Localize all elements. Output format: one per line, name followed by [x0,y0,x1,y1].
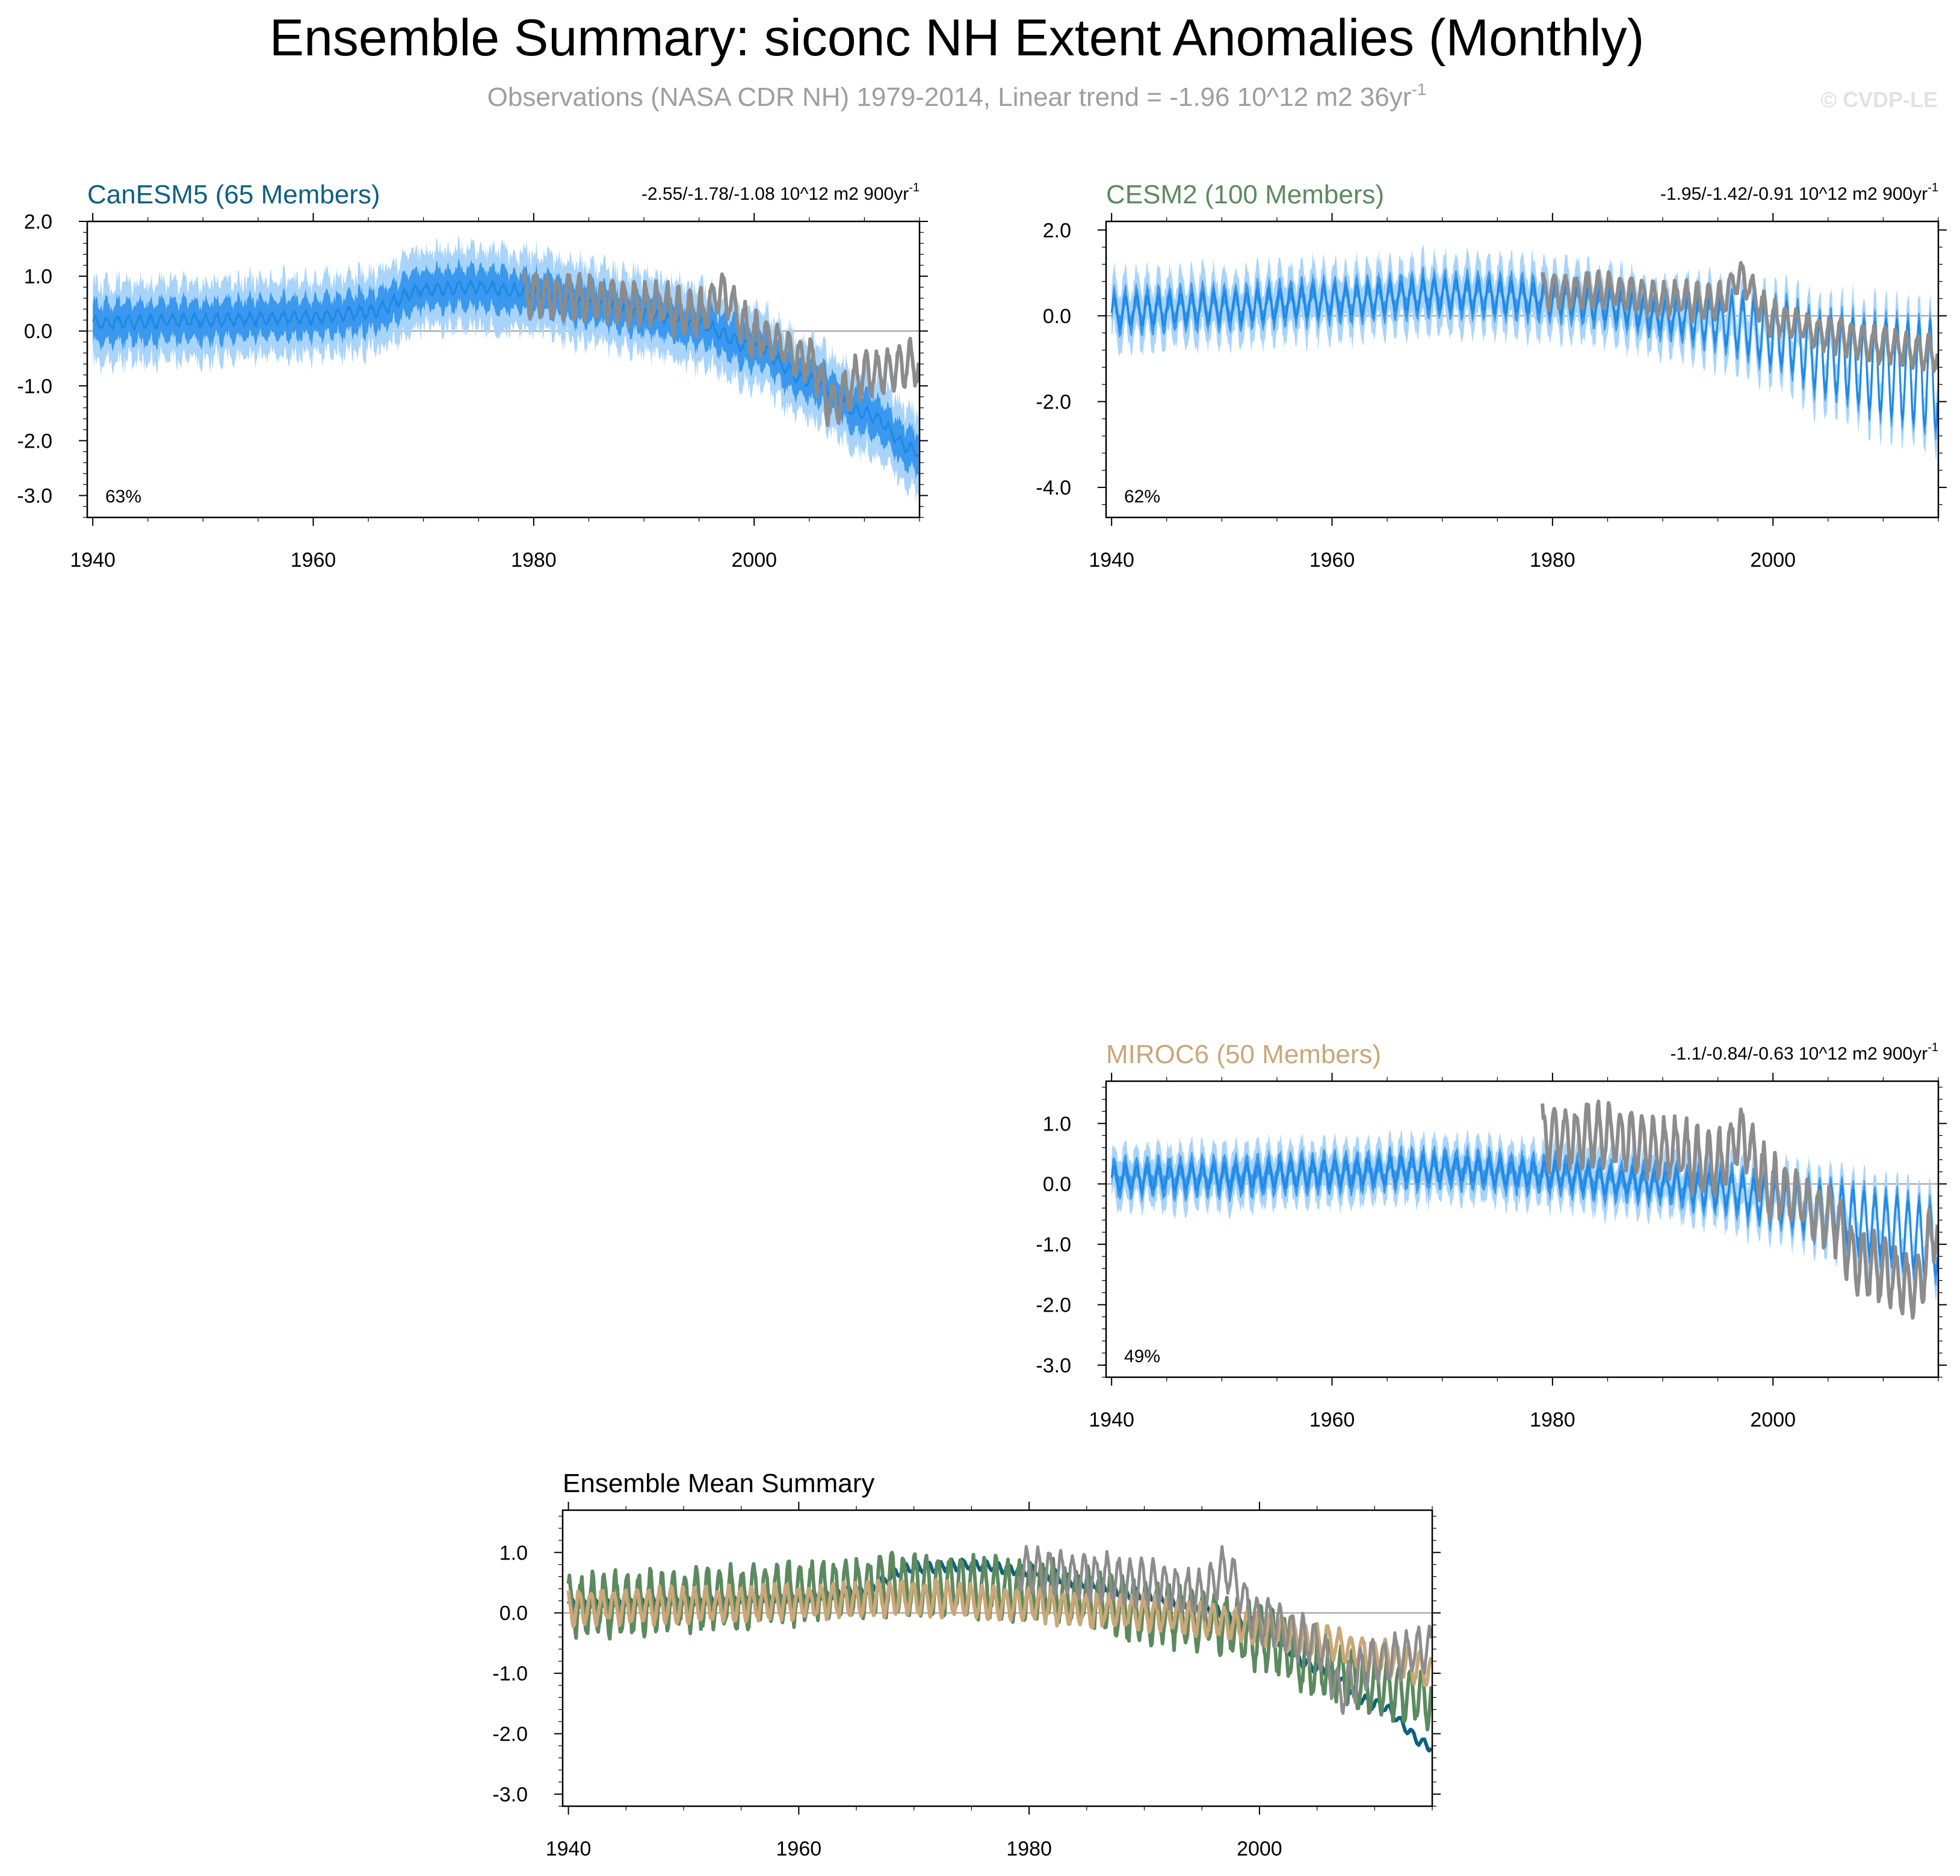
observations-line [1541,261,1938,374]
x-tick-label: 1940 [70,549,116,572]
y-tick-label: -4.0 [1036,477,1071,499]
panel-title-summary: Ensemble Mean Summary [563,1469,874,1498]
plot-frame [1105,1080,1940,1378]
figure-subtitle: Observations (NASA CDR NH) 1979-2014, Li… [487,80,1427,112]
y-tick-label: 1.0 [1043,1112,1071,1135]
y-tick-label: 2.0 [1043,219,1071,242]
percent-label-cesm2: 62% [1124,487,1160,507]
x-tick-label: 1980 [511,549,557,572]
panel-title-miroc6: MIROC6 (50 Members) [1106,1040,1381,1069]
ensemble-outer-band [1111,244,1938,460]
plot-frame [561,1509,1433,1807]
x-tick-label: 1940 [1089,1409,1134,1431]
y-tick-label: 2.0 [24,211,52,233]
percent-label-miroc6: 49% [1124,1347,1160,1366]
panel-miroc6: MIROC6 (50 Members) -1.1/-0.84/-0.63 10^1… [1036,1040,1947,1431]
watermark: © CVDP-LE [1820,87,1938,112]
percent-label-canesm5: 63% [105,487,141,507]
plot-area-miroc6 [1106,1099,1938,1320]
x-tick-label: 1960 [1309,549,1355,572]
trend-label-canesm5: -2.55/-1.78/-1.08 10^12 m2 900yr-1 [641,181,920,204]
figure-title: Ensemble Summary: siconc NH Extent Anoma… [270,9,1645,67]
ensemble-inner-band [93,258,919,480]
series-line-miroc6 [566,1578,1432,1687]
x-tick-label: 2000 [1750,549,1796,572]
ensemble-inner-band [1111,265,1938,442]
y-tick-label: -3.0 [492,1783,528,1806]
x-tick-label: 2000 [1750,1409,1796,1431]
y-tick-label: -3.0 [17,485,52,508]
x-tick-label: 1940 [1089,549,1134,572]
panel-title-cesm2: CESM2 (100 Members) [1106,180,1384,209]
panel-title-canesm5: CanESM5 (65 Members) [87,180,380,209]
panel-cesm2: CESM2 (100 Members) -1.95/-1.42/-0.91 10^… [1036,180,1947,572]
y-tick-label: -2.0 [492,1723,528,1746]
x-tick-label: 1980 [1530,1409,1575,1431]
y-tick-label: 0.0 [24,320,52,343]
x-tick-label: 1960 [1309,1409,1355,1431]
y-tick-label: 0.0 [499,1602,528,1625]
panel-summary: Ensemble Mean Summary 1.0 0.0 -1.0 -2.0 -3.0 1… [492,1469,1441,1860]
y-tick-label: -2.0 [1036,390,1071,413]
trend-label-miroc6: -1.1/-0.84/-0.63 10^12 m2 900yr-1 [1671,1041,1938,1064]
x-tick-label: 2000 [1237,1837,1282,1860]
plot-frame [86,220,921,519]
x-tick-label: 1940 [546,1837,592,1860]
y-tick-label: 1.0 [24,265,52,288]
y-tick-label: 0.0 [1043,1173,1071,1196]
y-tick-label: -3.0 [1036,1354,1071,1377]
y-tick-label: -2.0 [17,430,52,452]
plot-area-canesm5 [87,234,920,504]
y-tick-label: -1.0 [17,375,52,398]
y-tick-label: -1.0 [1036,1233,1071,1256]
ensemble-mean-line [91,279,920,457]
observations-line [522,270,920,427]
plot-frame [1105,220,1940,519]
x-tick-label: 2000 [731,549,777,572]
y-tick-label: 0.0 [1043,305,1071,328]
trend-label-cesm2: -1.95/-1.42/-0.91 10^12 m2 900yr-1 [1660,181,1938,204]
observations-line [1541,1099,1938,1320]
subtitle-sup: -1 [1411,80,1426,99]
x-tick-label: 1980 [1006,1837,1052,1860]
y-tick-label: -1.0 [492,1662,528,1685]
plot-area-summary [563,1544,1432,1753]
y-tick-label: -2.0 [1036,1294,1071,1317]
x-tick-label: 1980 [1530,549,1575,572]
x-tick-label: 1960 [291,549,336,572]
series-line-observations [1017,1544,1432,1715]
y-tick-label: 1.0 [499,1541,528,1564]
panel-canesm5: CanESM5 (65 Members) -2.55/-1.78/-1.08 10… [17,180,928,572]
panels-group: CanESM5 (65 Members) -2.55/-1.78/-1.08 10… [17,180,1947,1860]
plot-area-cesm2 [1106,244,1938,460]
x-tick-label: 1960 [776,1837,822,1860]
subtitle-text: Observations (NASA CDR NH) 1979-2014, Li… [487,82,1412,112]
